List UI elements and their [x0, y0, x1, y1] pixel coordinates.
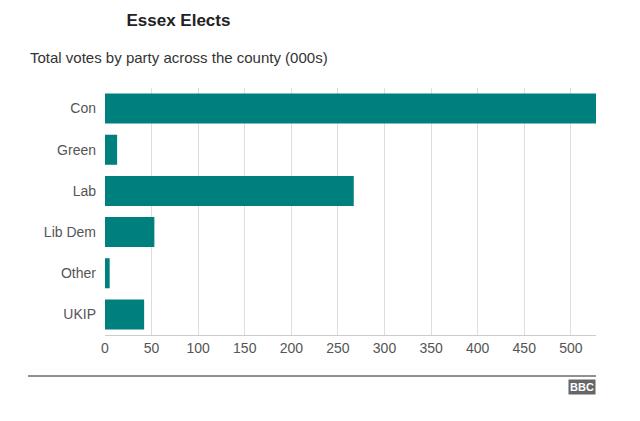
svg-text:Essex Elects: Essex Elects — [126, 11, 230, 30]
svg-text:350: 350 — [419, 340, 443, 356]
svg-text:Other: Other — [61, 265, 96, 281]
svg-text:Lab: Lab — [73, 183, 97, 199]
svg-text:400: 400 — [466, 340, 490, 356]
svg-text:150: 150 — [233, 340, 257, 356]
svg-text:50: 50 — [144, 340, 160, 356]
svg-text:Total votes by party across th: Total votes by party across the county (… — [30, 49, 328, 66]
svg-text:Con: Con — [70, 100, 96, 116]
svg-text:100: 100 — [186, 340, 210, 356]
svg-text:450: 450 — [513, 340, 537, 356]
svg-text:UKIP: UKIP — [63, 306, 96, 322]
svg-text:500: 500 — [559, 340, 583, 356]
svg-text:300: 300 — [373, 340, 397, 356]
svg-text:Lib Dem: Lib Dem — [44, 224, 96, 240]
svg-text:250: 250 — [326, 340, 350, 356]
svg-text:Green: Green — [57, 142, 96, 158]
svg-text:0: 0 — [101, 340, 109, 356]
svg-text:200: 200 — [280, 340, 304, 356]
svg-text:BBC: BBC — [570, 381, 594, 393]
